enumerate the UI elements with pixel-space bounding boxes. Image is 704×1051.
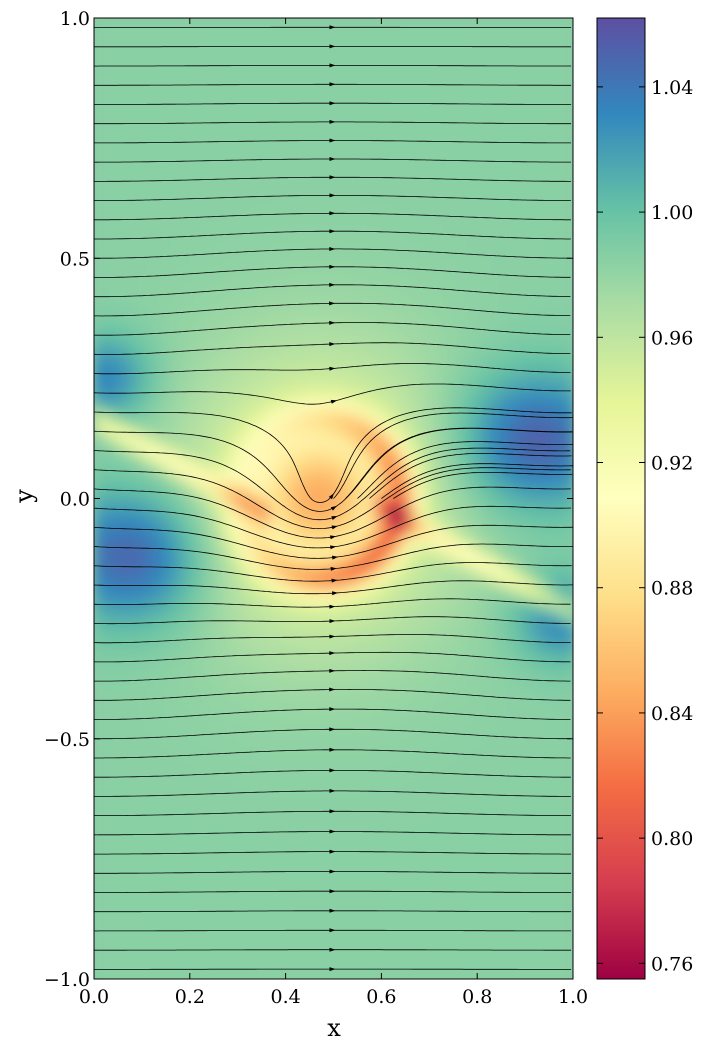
streamline-arrow	[329, 119, 336, 124]
streamline-arrow	[329, 809, 336, 814]
streamline	[333, 412, 573, 499]
streamline-arrow	[329, 157, 336, 161]
colorbar-tick-label: 0.76	[651, 953, 693, 975]
streamline	[393, 472, 573, 499]
streamline-arrow	[329, 947, 336, 952]
streamline-arrow	[331, 525, 338, 530]
streamline-arrow	[329, 25, 336, 30]
streamline-arrow	[329, 193, 336, 198]
streamline-arrow	[330, 545, 337, 550]
streamline-arrow	[331, 516, 338, 521]
colorbar-tick-label: 0.88	[651, 578, 693, 600]
streamline-arrow	[331, 591, 339, 596]
y-axis-ticks: −1.0 −0.5 0.0 0.5 1.0	[44, 8, 573, 991]
streamline	[345, 427, 573, 499]
streamline-arrow	[328, 493, 334, 500]
streamline-arrow	[329, 908, 336, 913]
colorbar-tick-label: 1.04	[651, 77, 693, 99]
streamline-arrow	[329, 604, 336, 609]
y-tick-label: 0.5	[60, 248, 90, 270]
streamline-arrow	[329, 63, 336, 68]
x-tick-label: 0.6	[366, 986, 396, 1008]
y-tick-label: −1.0	[44, 969, 90, 991]
streamline-arrow	[329, 634, 336, 639]
plot-area: 0.0 0.2 0.4 0.6 0.8 1.0 −1.0 −0.5 0.0 0.5 1.0 x y	[10, 8, 588, 1042]
colorbar-tick-label: 0.96	[651, 327, 693, 349]
x-tick-label: 0.4	[270, 986, 300, 1008]
x-axis-label: x	[327, 1014, 341, 1042]
colorbar-tick-label: 1.00	[651, 202, 693, 224]
streamline-arrow	[329, 282, 336, 287]
x-tick-label: 0.8	[462, 986, 492, 1008]
streamline-arrow	[329, 967, 336, 972]
streamline-arrow	[331, 555, 339, 560]
streamlines	[94, 25, 573, 972]
colorbar-tick-label: 0.80	[651, 828, 693, 850]
streamline-arrow	[329, 535, 337, 540]
colorbar-frame	[596, 17, 646, 980]
streamline-arrow	[329, 668, 336, 673]
colorbar: 0.76 0.80 0.84 0.88 0.92 0.96 1.00 1.04	[596, 17, 693, 980]
streamline-arrow	[329, 889, 336, 894]
streamline-arrow	[329, 211, 336, 216]
streamline-arrow	[329, 619, 336, 624]
streamline-arrow	[329, 788, 336, 793]
streamline-arrow	[329, 138, 336, 143]
streamline-arrow	[329, 82, 336, 87]
streamline-arrow	[329, 342, 336, 347]
streamline-arrow	[329, 264, 336, 269]
streamline-arrow	[329, 320, 336, 325]
streamline-arrow	[330, 505, 337, 511]
colorbar-ticks: 0.76 0.80 0.84 0.88 0.92 0.96 1.00 1.04	[597, 77, 693, 975]
streamline-arrow	[329, 928, 336, 933]
y-axis-label: y	[10, 489, 38, 504]
y-tick-label: 1.0	[60, 8, 90, 30]
streamline-arrow	[329, 101, 336, 106]
streamline-arrow	[329, 768, 336, 773]
y-tick-label: −0.5	[44, 729, 90, 751]
streamline-arrow	[329, 44, 336, 49]
x-tick-label: 0.0	[79, 986, 109, 1008]
streamline-arrow	[329, 229, 336, 234]
streamline-arrow	[331, 578, 338, 583]
streamline	[381, 463, 573, 499]
x-tick-label: 0.2	[175, 986, 205, 1008]
streamline-arrow	[329, 849, 336, 854]
streamline	[369, 453, 572, 499]
streamline-arrow	[329, 301, 336, 306]
colorbar-tick-label: 0.92	[651, 453, 693, 475]
streamline-arrow	[329, 366, 336, 371]
streamline-arrow	[329, 869, 336, 874]
streamline-arrow	[329, 247, 336, 252]
streamline-arrow	[330, 566, 337, 571]
streamline-arrow	[329, 707, 336, 712]
streamline-arrow	[329, 175, 336, 180]
x-axis-ticks: 0.0 0.2 0.4 0.6 0.8 1.0	[79, 18, 588, 1008]
streamline-arrow	[329, 687, 336, 692]
streamline-arrow	[330, 399, 338, 404]
streamline-arrow	[329, 727, 336, 732]
streamline-arrow	[329, 829, 336, 834]
colorbar-gradient	[597, 18, 645, 979]
x-tick-label: 1.0	[558, 986, 588, 1008]
streamline-arrow	[329, 651, 336, 656]
colorbar-tick-label: 0.84	[651, 703, 693, 725]
y-tick-label: 0.0	[60, 489, 90, 511]
streamline	[357, 441, 573, 499]
streamline-arrow	[329, 747, 336, 752]
heatmap-field	[94, 18, 573, 979]
